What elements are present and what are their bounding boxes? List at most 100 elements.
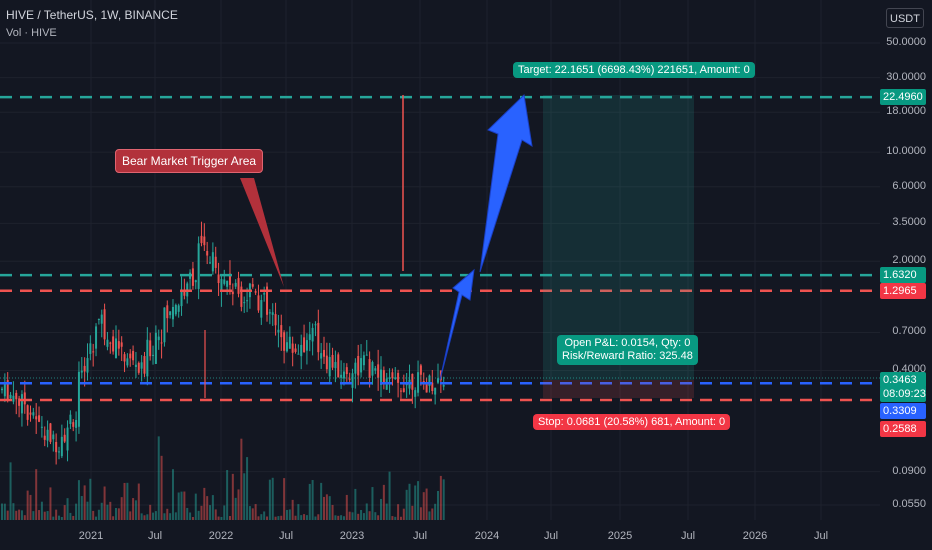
volume-bar bbox=[271, 477, 274, 520]
volume-bar bbox=[169, 513, 172, 520]
volume-bar bbox=[428, 511, 431, 520]
volume-bar bbox=[325, 494, 328, 520]
candle-body bbox=[428, 375, 431, 386]
candle-body bbox=[337, 354, 340, 378]
volume-bar bbox=[354, 488, 357, 520]
volume-bar bbox=[112, 516, 115, 520]
candle-body bbox=[183, 290, 186, 296]
candle-body bbox=[380, 369, 383, 385]
volume-bar bbox=[157, 436, 160, 520]
candle-body bbox=[308, 334, 311, 340]
candle-body bbox=[271, 312, 274, 315]
volume-bar bbox=[334, 515, 337, 520]
candle-body bbox=[126, 358, 129, 366]
volume-bar bbox=[362, 513, 365, 520]
volume-bar bbox=[149, 504, 152, 520]
volume-bar bbox=[203, 487, 206, 520]
y-tick-label: 6.0000 bbox=[892, 179, 926, 192]
candle-body bbox=[157, 336, 160, 341]
candle-body bbox=[320, 353, 323, 359]
candle-body bbox=[263, 293, 266, 295]
candle-body bbox=[237, 278, 240, 294]
x-tick-label: Jul bbox=[147, 530, 163, 542]
volume-bar bbox=[206, 496, 209, 520]
candle-body bbox=[114, 338, 117, 359]
volume-bar bbox=[86, 501, 89, 520]
x-tick-label: 2023 bbox=[339, 530, 365, 542]
volume-bar bbox=[63, 505, 66, 520]
volume-bar bbox=[43, 511, 46, 520]
candle-body bbox=[419, 365, 422, 375]
volume-bar bbox=[422, 492, 425, 520]
volume-bar bbox=[308, 483, 311, 520]
long-position-target-zone[interactable] bbox=[543, 95, 694, 380]
candle-body bbox=[220, 279, 223, 292]
volume-bar bbox=[174, 512, 177, 520]
volume-bar bbox=[114, 508, 117, 520]
volume-bar bbox=[46, 511, 49, 520]
volume-indicator-label[interactable]: Vol · HIVE bbox=[6, 27, 57, 39]
volume-bar bbox=[328, 496, 331, 520]
candle-body bbox=[146, 339, 149, 377]
candle-body bbox=[391, 372, 394, 379]
volume-bar bbox=[351, 512, 354, 520]
volume-bar bbox=[251, 508, 254, 520]
candle-body bbox=[411, 373, 414, 390]
volume-bar bbox=[83, 485, 86, 520]
volume-bar bbox=[140, 513, 143, 520]
candle-body bbox=[35, 416, 38, 420]
candle-body bbox=[123, 354, 126, 362]
long-position-stop-zone[interactable] bbox=[543, 380, 694, 398]
candle-body bbox=[20, 394, 23, 414]
volume-bar bbox=[60, 516, 63, 520]
volume-bar bbox=[163, 513, 166, 520]
candle-body bbox=[38, 415, 41, 422]
candle-body bbox=[83, 365, 86, 372]
candle-body bbox=[382, 370, 385, 384]
candle-body bbox=[174, 304, 177, 315]
x-tick-label: Jul bbox=[412, 530, 428, 542]
candle-body bbox=[291, 343, 294, 353]
volume-bar bbox=[220, 516, 223, 520]
candle-body bbox=[334, 361, 337, 369]
candle-body bbox=[434, 387, 437, 395]
volume-bar bbox=[303, 514, 306, 520]
candle-body bbox=[57, 451, 60, 453]
volume-bar bbox=[368, 511, 371, 520]
candle-body bbox=[388, 377, 391, 379]
candle-body bbox=[194, 280, 197, 283]
candle-body bbox=[160, 342, 163, 344]
bear-market-callout[interactable]: Bear Market Trigger Area bbox=[115, 149, 264, 173]
candle-body bbox=[374, 368, 377, 371]
candle-body bbox=[240, 286, 243, 307]
volume-bar bbox=[382, 484, 385, 520]
symbol-title[interactable]: HIVE / TetherUS, 1W, BINANCE bbox=[6, 8, 178, 22]
volume-bar bbox=[348, 511, 351, 520]
volume-bar bbox=[52, 516, 55, 520]
candle-body bbox=[217, 274, 220, 284]
y-tick-label: 10.0000 bbox=[886, 145, 926, 158]
volume-bar bbox=[183, 491, 186, 520]
volume-bar bbox=[211, 495, 214, 520]
candle-body bbox=[268, 312, 271, 314]
candle-body bbox=[431, 382, 434, 391]
candle-body bbox=[60, 436, 63, 457]
candle-body bbox=[303, 337, 306, 353]
candle-body bbox=[177, 305, 180, 312]
candle-body bbox=[354, 362, 357, 374]
volume-bar bbox=[129, 511, 132, 520]
candle-body bbox=[234, 282, 237, 287]
volume-bar bbox=[291, 499, 294, 520]
candle-body bbox=[46, 429, 49, 441]
volume-bar bbox=[209, 505, 212, 520]
price-tag-stop: 0.2588 bbox=[880, 421, 926, 437]
candle-body bbox=[314, 324, 317, 326]
candle-body bbox=[117, 341, 120, 349]
x-tick-label: Jul bbox=[680, 530, 696, 542]
currency-button[interactable]: USDT bbox=[886, 8, 924, 28]
volume-bar bbox=[143, 515, 146, 520]
candle-body bbox=[43, 435, 46, 440]
volume-bar bbox=[20, 510, 23, 520]
x-tick-label: Jul bbox=[278, 530, 294, 542]
